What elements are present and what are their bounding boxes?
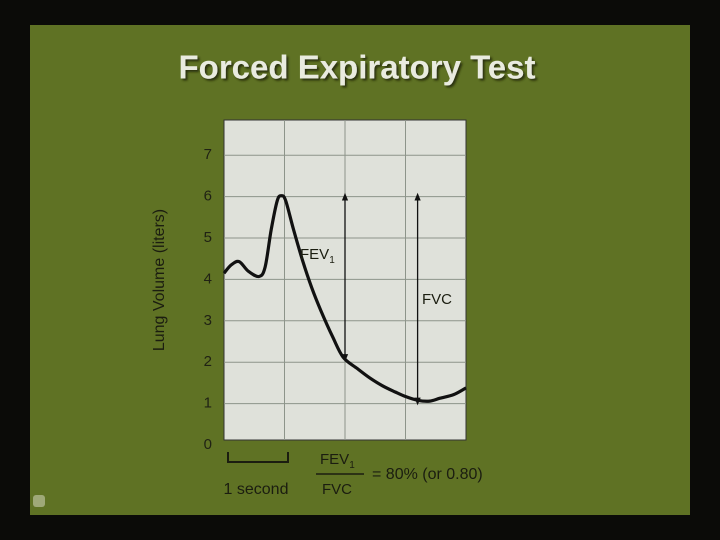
y-tick-label: 0	[204, 436, 212, 453]
chart-title: Forced Expiratory Test	[179, 49, 536, 86]
annotation: FVC	[422, 291, 452, 308]
y-tick-label: 6	[204, 188, 212, 205]
y-tick-label: 4	[204, 270, 212, 287]
formula-result: = 80% (or 0.80)	[372, 466, 483, 483]
annotation-subscript: 1	[329, 255, 335, 266]
formula-text: FEV	[320, 451, 349, 468]
formula-subscript: 1	[349, 460, 355, 471]
y-tick-label: 2	[204, 353, 212, 370]
y-tick-label: 3	[204, 312, 212, 329]
formula-denominator: FVC	[322, 481, 352, 498]
annotation-text: FEV	[300, 246, 329, 263]
y-tick-label: 1	[204, 395, 212, 412]
formula-numerator: FEV1	[320, 451, 355, 471]
bracket	[227, 452, 289, 463]
bracket-label: 1 second	[224, 481, 289, 498]
media-icon[interactable]	[33, 495, 45, 507]
annotation: FEV1	[300, 246, 335, 266]
y-axis-label: Lung Volume (liters)	[151, 209, 168, 351]
y-tick-label: 7	[204, 146, 212, 163]
plot	[222, 154, 467, 406]
y-tick-label: 5	[204, 229, 212, 246]
